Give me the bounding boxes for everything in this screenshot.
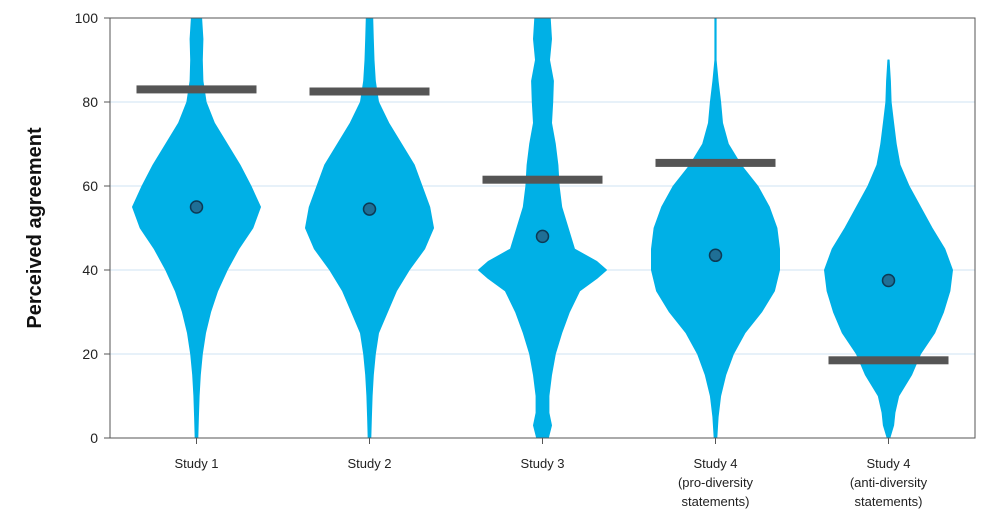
mean-point-study-1 xyxy=(189,200,204,214)
reference-bar-study-3 xyxy=(482,175,603,184)
x-tick-label: Study 3 xyxy=(520,456,564,471)
y-tick-label: 60 xyxy=(82,178,98,194)
y-tick-label: 100 xyxy=(75,10,99,26)
y-tick-label: 80 xyxy=(82,94,98,110)
x-tick-label: Study 4 xyxy=(693,456,737,471)
x-tick-label: Study 2 xyxy=(347,456,391,471)
x-tick-label: statements) xyxy=(855,494,923,509)
violin-study-5 xyxy=(824,59,953,439)
violin-study-1 xyxy=(132,17,261,439)
y-axis-label: Perceived agreement xyxy=(24,127,46,329)
reference-bar-study-5 xyxy=(828,356,949,365)
mean-point-study-4 xyxy=(708,248,723,263)
mean-point-study-3 xyxy=(535,229,550,244)
y-tick-label: 20 xyxy=(82,346,98,362)
x-tick-label: (anti-diversity xyxy=(850,475,928,490)
mean-point-study-5 xyxy=(881,273,896,288)
x-tick-label: (pro-diversity xyxy=(678,475,754,490)
violin-study-3 xyxy=(478,17,607,439)
x-tick-label: Study 1 xyxy=(174,456,218,471)
violin-study-4 xyxy=(651,17,780,439)
reference-bar-study-4 xyxy=(655,158,776,167)
reference-bar-study-1 xyxy=(136,85,257,94)
x-tick-label: statements) xyxy=(682,494,750,509)
reference-bar-study-2 xyxy=(309,87,430,96)
x-tick-label: Study 4 xyxy=(866,456,910,471)
y-tick-label: 40 xyxy=(82,262,98,278)
mean-point-study-2 xyxy=(362,202,377,216)
violin-study-2 xyxy=(305,17,434,439)
y-tick-label: 0 xyxy=(90,430,98,446)
